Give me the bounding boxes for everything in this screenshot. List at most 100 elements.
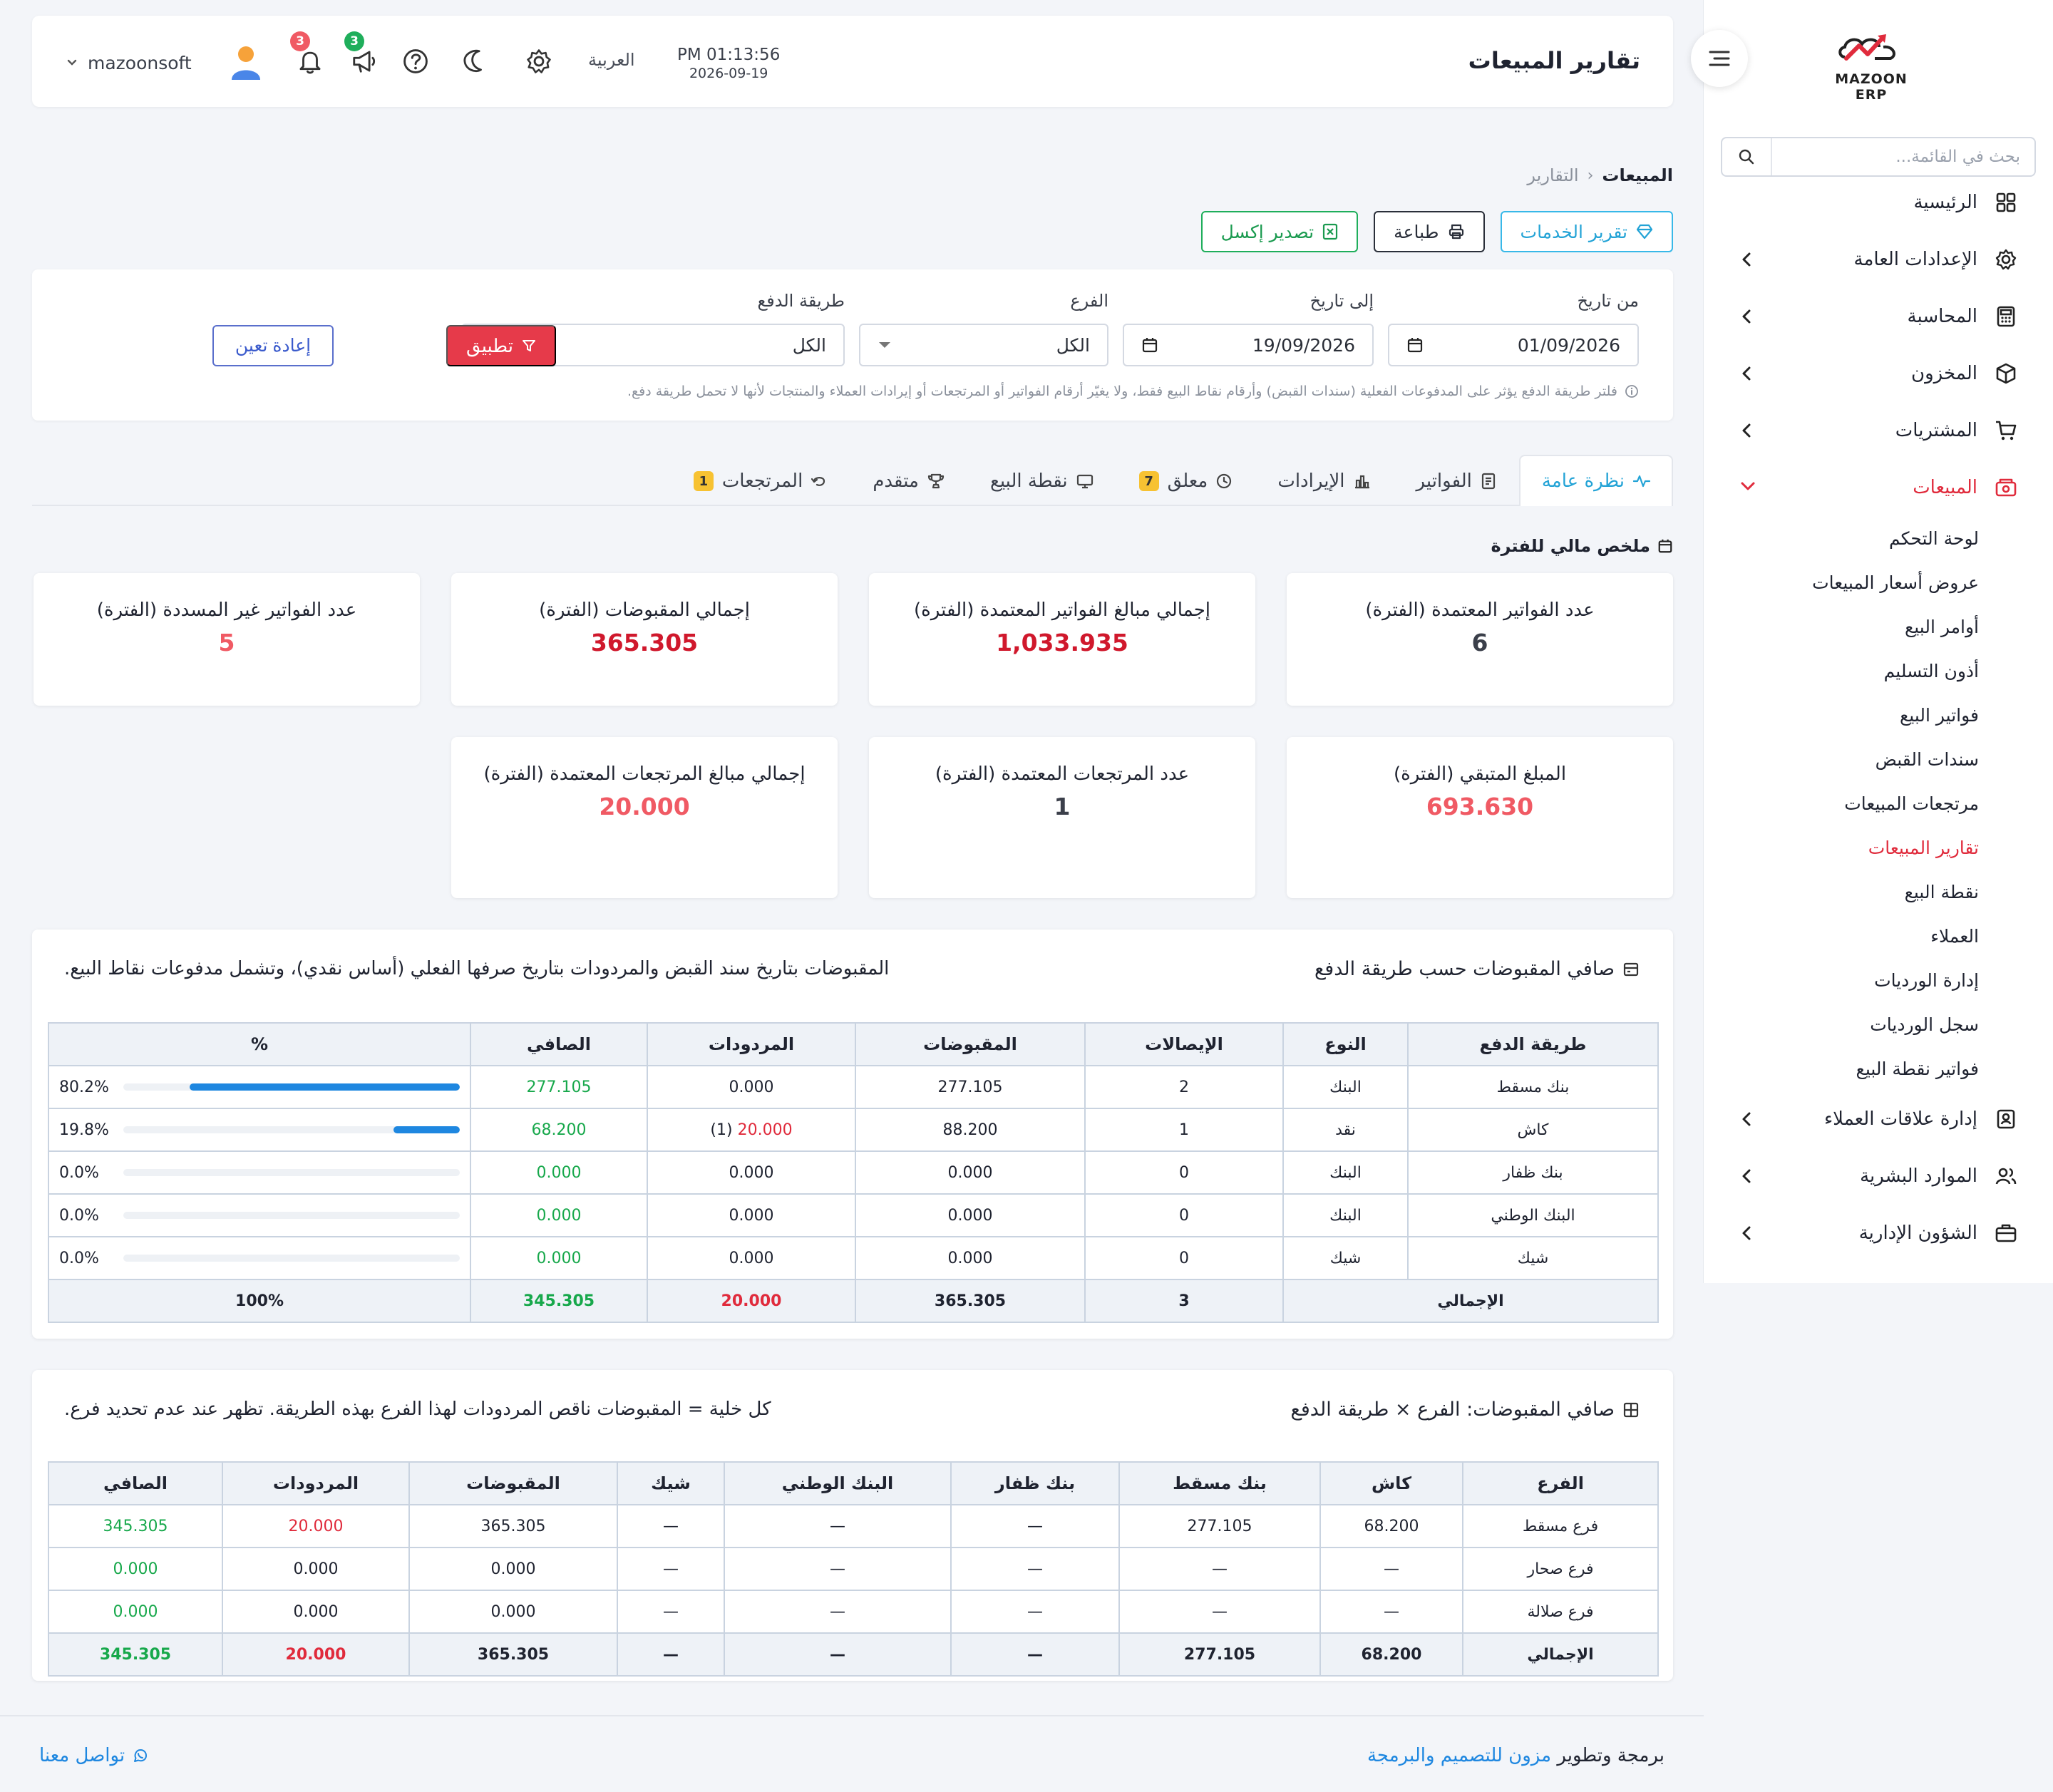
submenu-item-receipts[interactable]: سندات القبض: [1875, 748, 1979, 770]
contact-us-link[interactable]: تواصل معنا: [39, 1745, 149, 1766]
sidebar-item-label: المخزون: [1911, 363, 1977, 384]
tab-label: نظرة عامة: [1541, 470, 1625, 492]
chevron-down-icon: [1739, 479, 1756, 493]
cart-icon: [1993, 418, 2019, 443]
info-icon: [1625, 385, 1638, 398]
submenu-item-shift-management[interactable]: إدارة الورديات: [1874, 969, 1979, 991]
column-header[interactable]: كاش: [1319, 1461, 1463, 1505]
announcement-icon[interactable]: 3: [344, 31, 379, 76]
breadcrumb-root[interactable]: المبيعات: [1602, 165, 1673, 185]
sidebar-item-home[interactable]: الرئيسية: [1704, 174, 2053, 231]
submenu-item-customers[interactable]: العملاء: [1930, 925, 1979, 947]
tab-returns[interactable]: المرتجعات 1: [671, 455, 850, 506]
user-menu[interactable]: mazoonsoft: [66, 44, 263, 81]
submenu-item-delivery-notes[interactable]: أذون التسليم: [1883, 660, 1979, 681]
collected-cell: 0.000: [855, 1236, 1086, 1280]
column-header[interactable]: المردودات: [647, 1022, 856, 1066]
branch-select[interactable]: الكل: [859, 324, 1108, 366]
briefcase-icon: [1993, 1220, 2019, 1246]
submenu-item-pos-invoices[interactable]: فواتير نقطة البيع: [1856, 1058, 1979, 1079]
print-button[interactable]: طباعة: [1374, 211, 1485, 252]
table-row: فرع مسقط 68.200 277.105 — — — 365.305 20…: [48, 1504, 1659, 1548]
column-header[interactable]: %: [48, 1022, 471, 1066]
table-row: فرع صلالة — — — — — 0.000 0.000 0.000: [48, 1590, 1659, 1634]
percent-bar: [123, 1083, 460, 1091]
column-header[interactable]: المقبوضات: [408, 1461, 618, 1505]
language-switch[interactable]: العربية: [588, 50, 635, 70]
submenu-item-dashboard[interactable]: لوحة التحكم: [1888, 527, 1979, 549]
stat-card: إجمالي المقبوضات (الفترة) 365.305: [451, 573, 838, 706]
column-header[interactable]: الإيصالات: [1084, 1022, 1284, 1066]
sidebar-item-hr[interactable]: الموارد البشرية: [1704, 1148, 2053, 1205]
column-header[interactable]: شيك: [617, 1461, 725, 1505]
footer-company-link[interactable]: مزون للتصميم والبرمجة: [1367, 1745, 1552, 1766]
table-cell: 277.105: [1118, 1632, 1321, 1677]
submenu-item-quotations[interactable]: عروض أسعار المبيعات: [1812, 572, 1979, 593]
logo[interactable]: MAZOON ERP: [1818, 27, 1925, 103]
submenu-item-sales-invoices[interactable]: فواتير البيع: [1899, 704, 1979, 726]
tab-pos[interactable]: نقطة البيع: [967, 455, 1116, 506]
export-excel-label: تصدير إكسل: [1220, 221, 1314, 242]
sidebar-item-sales[interactable]: المبيعات: [1704, 459, 2053, 516]
submenu-item-sales-orders[interactable]: أوامر البيع: [1904, 616, 1979, 637]
sidebar-item-crm[interactable]: إدارة علاقات العملاء: [1704, 1091, 2053, 1148]
submenu-item-sales-returns[interactable]: مرتجعات المبيعات: [1844, 793, 1979, 814]
submenu-item-shift-log[interactable]: سجل الورديات: [1870, 1014, 1979, 1035]
tab-pending[interactable]: معلق 7: [1116, 455, 1255, 506]
sidebar-item-admin[interactable]: الشؤون الإدارية: [1704, 1205, 2053, 1262]
sidebar-toggle-button[interactable]: [1691, 30, 1748, 87]
submenu-item-sales-reports[interactable]: تقارير المبيعات: [1868, 837, 1979, 858]
tabs-divider: [32, 505, 1673, 506]
table-cell: —: [617, 1504, 725, 1548]
column-header[interactable]: الصافي: [48, 1461, 223, 1505]
sidebar-item-purchases[interactable]: المشتريات: [1704, 402, 2053, 459]
net-cell: 345.305: [48, 1504, 223, 1548]
column-header[interactable]: المردودات: [222, 1461, 410, 1505]
apply-filter-button[interactable]: تطبيق: [446, 325, 556, 366]
sidebar-search-input[interactable]: [1772, 138, 2034, 175]
users-icon: [1993, 1163, 2019, 1189]
table-header-row: طريقة الدفع النوع الإيصالات المقبوضات ال…: [48, 1022, 1659, 1066]
column-header[interactable]: بنك مسقط: [1118, 1461, 1321, 1505]
column-header[interactable]: البنك الوطني: [724, 1461, 952, 1505]
column-header[interactable]: المقبوضات: [855, 1022, 1086, 1066]
payment-method-cell: بنك مسقط: [1407, 1065, 1659, 1109]
column-header[interactable]: بنك ظفار: [950, 1461, 1120, 1505]
tab-revenues[interactable]: الإيرادات: [1255, 455, 1393, 506]
submenu-item-pos[interactable]: نقطة البيع: [1904, 881, 1979, 902]
sidebar-item-label: المشتريات: [1895, 420, 1977, 441]
export-excel-button[interactable]: تصدير إكسل: [1200, 211, 1359, 252]
sidebar-item-accounting[interactable]: المحاسبة: [1704, 288, 2053, 345]
sidebar-item-inventory[interactable]: المخزون: [1704, 345, 2053, 402]
table-row: البنك الوطني البنك 0 0.000 0.000 0.000 0…: [48, 1193, 1659, 1237]
tab-invoices[interactable]: الفواتير: [1394, 455, 1519, 506]
column-header[interactable]: طريقة الدفع: [1407, 1022, 1659, 1066]
collected-cell: 365.305: [408, 1504, 618, 1548]
table-cell: —: [617, 1547, 725, 1591]
calendar-icon: [1142, 338, 1158, 353]
services-report-button[interactable]: تقرير الخدمات: [1500, 211, 1673, 252]
reset-filter-button[interactable]: إعادة تعين: [212, 325, 334, 366]
search-icon[interactable]: [1722, 138, 1772, 175]
payment-method-cell: بنك ظفار: [1407, 1150, 1659, 1195]
column-header[interactable]: النوع: [1282, 1022, 1409, 1066]
dark-mode-icon[interactable]: [460, 47, 488, 76]
to-date-input[interactable]: 19/09/2026: [1123, 324, 1374, 366]
help-icon[interactable]: [401, 47, 430, 76]
table-cell: —: [1118, 1590, 1321, 1634]
notification-bell-icon[interactable]: 3: [290, 31, 324, 76]
column-header[interactable]: الفرع: [1462, 1461, 1659, 1505]
table-header-row: الفرع كاش بنك مسقط بنك ظفار البنك الوطني…: [48, 1461, 1659, 1505]
clock-time: PM 01:13:56: [677, 46, 781, 64]
column-header[interactable]: الصافي: [470, 1022, 648, 1066]
tab-overview[interactable]: نظرة عامة: [1518, 455, 1673, 506]
from-date-input[interactable]: 01/09/2026: [1388, 324, 1639, 366]
sales-submenu: لوحة التحكم عروض أسعار المبيعات أوامر ال…: [1704, 516, 2053, 1091]
settings-icon[interactable]: [525, 47, 553, 76]
tab-advanced[interactable]: متقدم: [850, 455, 967, 506]
table-cell: —: [1319, 1547, 1463, 1591]
chevron-left-icon: [1739, 365, 1754, 382]
sidebar-item-settings[interactable]: الإعدادات العامة: [1704, 231, 2053, 288]
to-date-value: 19/09/2026: [1252, 334, 1355, 356]
net-cell: 277.105: [470, 1065, 648, 1109]
